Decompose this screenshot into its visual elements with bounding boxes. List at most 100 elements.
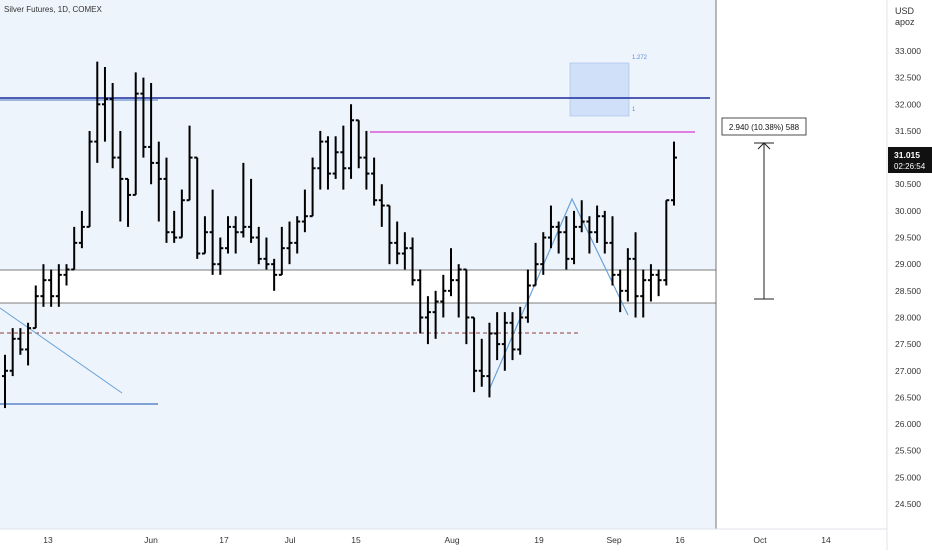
ohlc-bar <box>448 248 454 297</box>
symbol-title[interactable]: Silver Futures, 1D, COMEX <box>4 5 102 14</box>
ohlc-bar <box>240 162 247 238</box>
ohlc-bar <box>232 216 239 254</box>
ohlc-bar <box>94 61 101 163</box>
currency-label: USD <box>895 6 915 16</box>
y-tick-label: 25.000 <box>895 472 921 482</box>
ohlc-bar <box>194 156 201 259</box>
ohlc-bar <box>178 189 185 239</box>
ohlc-bar <box>140 77 147 158</box>
ohlc-bar <box>32 285 39 330</box>
ohlc-bar <box>417 269 424 334</box>
ohlc-bar <box>455 264 462 318</box>
ohlc-bar <box>171 210 178 243</box>
ohlc-bar <box>294 216 301 254</box>
ohlc-bar <box>578 200 585 233</box>
x-tick-label: 14 <box>821 535 831 545</box>
last-price-value: 31.015 <box>894 150 920 160</box>
price-axis[interactable]: 33.00032.50032.00031.50031.00030.50030.0… <box>895 46 921 509</box>
ohlc-bar <box>547 205 554 249</box>
y-tick-label: 28.000 <box>895 312 921 322</box>
zigzag-pattern-line <box>488 197 629 391</box>
ohlc-bar <box>348 104 355 179</box>
ohlc-bar <box>317 130 324 190</box>
x-tick-label: Sep <box>606 535 621 545</box>
ohlc-bar <box>78 210 85 249</box>
ohlc-bar <box>9 328 16 377</box>
ohlc-bar <box>2 354 8 409</box>
ohlc-bar <box>386 204 393 265</box>
time-axis[interactable]: 13 Jun 17 Jul 15 Aug 19 Sep 16 Oct 14 <box>43 535 831 545</box>
ohlc-bar <box>617 269 624 313</box>
ohlc-bar <box>624 248 631 302</box>
x-tick-label: 17 <box>219 535 229 545</box>
x-tick-label: 15 <box>351 535 361 545</box>
x-tick-label: Aug <box>444 535 459 545</box>
ohlc-bar <box>301 189 308 233</box>
x-tick-label: Jun <box>144 535 158 545</box>
ohlc-bar <box>394 221 401 265</box>
ohlc-bar <box>363 130 370 190</box>
y-tick-label: 29.000 <box>895 259 921 269</box>
ohlc-bar <box>571 210 578 265</box>
y-tick-label: 27.500 <box>895 339 921 349</box>
ohlc-bar <box>594 205 601 243</box>
ohlc-bar <box>155 141 162 222</box>
ohlc-bar <box>640 269 647 318</box>
measure-label-box <box>721 117 807 136</box>
ohlc-bar <box>501 312 508 371</box>
x-tick-label: Oct <box>753 535 767 545</box>
trend-line-left <box>0 307 123 394</box>
ohlc-bar <box>632 232 639 318</box>
ohlc-bar <box>286 221 293 265</box>
y-tick-label: 32.000 <box>895 99 921 109</box>
ohlc-bar <box>471 316 478 393</box>
last-price-countdown: 02:26:54 <box>894 162 926 171</box>
ohlc-bar <box>55 264 62 307</box>
shaded-zone-lower <box>0 303 716 529</box>
y-tick-label: 32.500 <box>895 73 921 83</box>
ohlc-bar <box>48 269 55 307</box>
ohlc-bar <box>663 199 670 286</box>
ohlc-bar <box>424 296 431 345</box>
y-tick-label: 24.500 <box>895 499 921 509</box>
ohlc-bar <box>371 157 378 206</box>
ohlc-bar <box>524 269 531 323</box>
y-tick-label: 26.500 <box>895 392 921 402</box>
ohlc-bar <box>163 157 170 243</box>
ohlc-bar <box>355 119 362 169</box>
ohlc-bar <box>201 216 208 255</box>
ohlc-bar <box>647 264 654 302</box>
ohlc-bar <box>586 216 593 254</box>
ohlc-bar <box>109 82 116 169</box>
ohlc-bar <box>332 136 339 179</box>
ohlc-bar <box>509 312 516 361</box>
y-tick-label: 30.500 <box>895 179 921 189</box>
ohlc-bar <box>671 141 677 206</box>
ohlc-bar <box>217 237 224 275</box>
ohlc-bar <box>540 232 547 275</box>
y-tick-label: 30.000 <box>895 206 921 216</box>
ohlc-bar <box>517 306 524 355</box>
measure-label: 2.940 (10.38%) 588 <box>729 123 800 132</box>
last-price-tag: 31.015 02:26:54 <box>888 147 932 173</box>
ohlc-bar <box>601 210 608 254</box>
ohlc-bar <box>17 328 24 355</box>
measure-arrow-icon <box>757 142 771 150</box>
ohlc-bar <box>486 322 493 398</box>
fib-extension-box <box>569 62 630 117</box>
measure-tool: 2.940 (10.38%) 588 <box>721 117 807 300</box>
ohlc-bar <box>555 221 562 254</box>
y-tick-label: 29.500 <box>895 233 921 243</box>
ohlc-bar <box>563 216 570 270</box>
ohlc-bars <box>2 61 677 409</box>
ohlc-bar <box>25 322 32 366</box>
ohlc-bar <box>401 232 408 270</box>
fib-label-bottom: 1 <box>632 107 636 113</box>
ohlc-bar <box>186 125 193 202</box>
ohlc-bar <box>225 216 231 254</box>
ohlc-bar <box>378 184 385 227</box>
ohlc-bar <box>271 258 278 291</box>
ohlc-bar <box>655 269 662 297</box>
price-scale-header: USD apoz <box>895 6 915 28</box>
